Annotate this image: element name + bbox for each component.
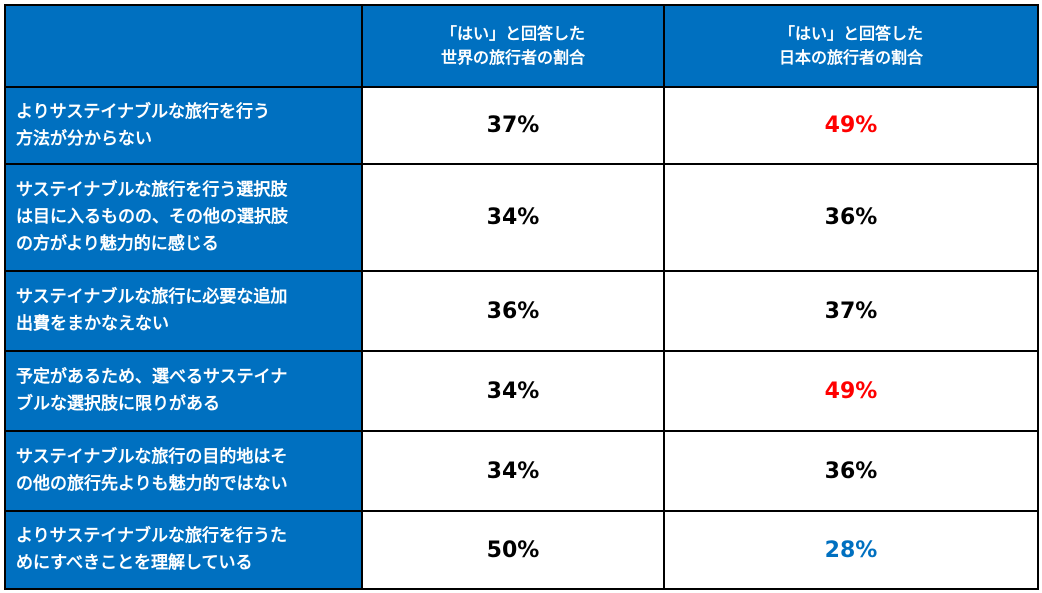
row-label-line: は目に入るものの、その他の選択肢 [16,207,288,227]
header-world-line1: 「はい」と回答した [440,24,585,43]
world-value: 37% [361,86,665,165]
japan-value: 49% [663,350,1039,432]
japan-value: 37% [663,270,1039,352]
world-value: 36% [361,270,665,352]
row-label-line: サステイナブルな旅行に必要な追加 [16,287,288,307]
header-world-line2: 世界の旅行者の割合 [440,48,585,67]
row-label-line: 出費をまかなえない [16,314,169,334]
header-japan-line1: 「はい」と回答した [778,24,923,43]
japan-value: 49% [663,86,1039,165]
table-row: よりサステイナブルな旅行を行うた めにすべきことを理解している 50% 28% [4,510,1039,590]
world-value: 50% [361,510,665,590]
row-label-line: よりサステイナブルな旅行を行うた [16,526,287,546]
row-label: 予定があるため、選べるサステイナ ブルな選択肢に限りがある [4,350,363,432]
world-value: 34% [361,350,665,432]
row-label: サステイナブルな旅行に必要な追加 出費をまかなえない [4,270,363,352]
world-value: 34% [361,430,665,512]
row-label-line: めにすべきことを理解している [16,553,253,573]
row-label-line: 予定があるため、選べるサステイナ [16,367,288,387]
row-label: よりサステイナブルな旅行を行うた めにすべきことを理解している [4,510,363,590]
survey-table: 「はい」と回答した 世界の旅行者の割合 「はい」と回答した 日本の旅行者の割合 … [4,4,1039,590]
row-label-line: 方法が分からない [16,128,152,149]
table-row: サステイナブルな旅行に必要な追加 出費をまかなえない 36% 37% [4,270,1039,352]
table-row: 予定があるため、選べるサステイナ ブルな選択肢に限りがある 34% 49% [4,350,1039,432]
row-label-line: の他の旅行先よりも魅力的ではない [16,474,288,494]
row-label-line: よりサステイナブルな旅行を行う [16,101,270,122]
row-label: サステイナブルな旅行の目的地はそ の他の旅行先よりも魅力的ではない [4,430,363,512]
table-row: サステイナブルな旅行の目的地はそ の他の旅行先よりも魅力的ではない 34% 36… [4,430,1039,512]
japan-value: 36% [663,163,1039,272]
row-label: よりサステイナブルな旅行を行う 方法が分からない [4,86,363,165]
header-world: 「はい」と回答した 世界の旅行者の割合 [361,4,665,88]
japan-value: 28% [663,510,1039,590]
row-label-line: ブルな選択肢に限りがある [16,394,220,414]
table-row: サステイナブルな旅行を行う選択肢 は目に入るものの、その他の選択肢 の方がより魅… [4,163,1039,272]
header-row: 「はい」と回答した 世界の旅行者の割合 「はい」と回答した 日本の旅行者の割合 [4,4,1039,88]
japan-value: 36% [663,430,1039,512]
corner-cell [4,4,363,88]
header-japan-line2: 日本の旅行者の割合 [778,48,923,67]
header-japan: 「はい」と回答した 日本の旅行者の割合 [663,4,1039,88]
row-label-line: サステイナブルな旅行を行う選択肢 [16,180,288,200]
table-row: よりサステイナブルな旅行を行う 方法が分からない 37% 49% [4,86,1039,165]
row-label-line: サステイナブルな旅行の目的地はそ [16,447,288,467]
world-value: 34% [361,163,665,272]
row-label-line: の方がより魅力的に感じる [16,234,219,254]
row-label: サステイナブルな旅行を行う選択肢 は目に入るものの、その他の選択肢 の方がより魅… [4,163,363,272]
